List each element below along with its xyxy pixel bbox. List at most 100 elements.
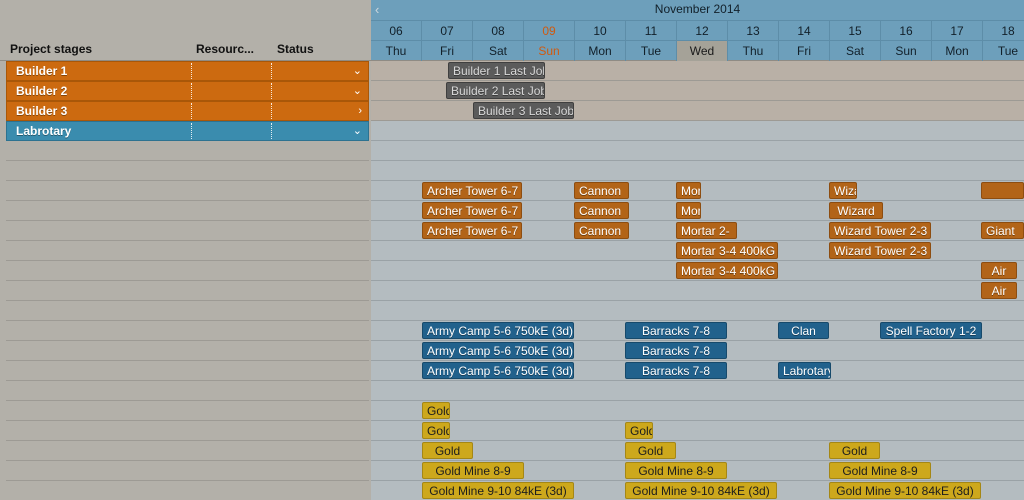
chevron-right-icon[interactable]: › xyxy=(358,105,362,117)
timeline-row[interactable] xyxy=(371,161,1024,181)
timeline-day-name[interactable]: Fri xyxy=(779,41,830,61)
stage-row-empty[interactable] xyxy=(6,321,369,341)
gantt-task-bar[interactable]: Gold xyxy=(625,442,676,459)
timeline-day-number[interactable]: 09 xyxy=(524,21,575,41)
chevron-down-icon[interactable]: ⌄ xyxy=(352,125,362,137)
gantt-task-bar[interactable]: Gold Mine 9-10 84kE (3d) xyxy=(625,482,777,499)
timeline-row[interactable] xyxy=(371,281,1024,301)
timeline-day-number[interactable]: 08 xyxy=(473,21,524,41)
stage-row-empty[interactable] xyxy=(6,361,369,381)
gantt-task-bar[interactable]: Labrotary xyxy=(778,362,831,379)
timeline-day-number[interactable]: 16 xyxy=(881,21,932,41)
gantt-task-bar[interactable]: Barracks 7-8 xyxy=(625,322,727,339)
gantt-task-bar[interactable]: Builder 3 Last Job xyxy=(473,102,574,119)
stage-row-empty[interactable] xyxy=(6,281,369,301)
column-header-status[interactable]: Status xyxy=(277,42,314,56)
stage-row-empty[interactable] xyxy=(6,141,369,161)
timeline-day-number[interactable]: 12 xyxy=(677,21,728,41)
gantt-task-bar[interactable]: Builder 1 Last Job xyxy=(448,62,545,79)
timeline-day-number[interactable]: 17 xyxy=(932,21,983,41)
stage-row-empty[interactable] xyxy=(6,461,369,481)
timeline-day-name[interactable]: Fri xyxy=(422,41,473,61)
timeline-day-name[interactable]: Tue xyxy=(626,41,677,61)
gantt-task-bar[interactable]: Wizard Tower 2-3 xyxy=(829,222,931,239)
timeline-day-name[interactable]: Wed xyxy=(677,41,728,61)
timeline-day-number[interactable]: 18 xyxy=(983,21,1024,41)
stage-row-empty[interactable] xyxy=(6,401,369,421)
timeline-day-number[interactable]: 10 xyxy=(575,21,626,41)
stage-row-empty[interactable] xyxy=(6,381,369,401)
gantt-task-bar[interactable]: Giant xyxy=(981,222,1024,239)
timeline-row[interactable] xyxy=(371,401,1024,421)
stage-row-empty[interactable] xyxy=(6,301,369,321)
stage-row-empty[interactable] xyxy=(6,421,369,441)
timeline-day-name[interactable]: Sat xyxy=(830,41,881,61)
gantt-task-bar[interactable]: Cannon xyxy=(574,222,629,239)
stage-row[interactable]: Builder 1 ⌄ xyxy=(6,61,369,81)
gantt-task-bar[interactable]: Mortar 2- xyxy=(676,222,737,239)
column-header-resource[interactable]: Resourc... xyxy=(196,42,255,56)
timeline-day-name[interactable]: Sat xyxy=(473,41,524,61)
gantt-task-bar[interactable]: Gold xyxy=(829,442,880,459)
gantt-task-bar[interactable]: Archer Tower 6-7 xyxy=(422,222,522,239)
gantt-task-bar[interactable]: Archer Tower 6-7 xyxy=(422,182,522,199)
gantt-task-bar[interactable]: Army Camp 5-6 750kE (3d) xyxy=(422,362,574,379)
timeline-day-name[interactable]: Mon xyxy=(575,41,626,61)
gantt-task-bar[interactable]: Gold xyxy=(422,442,473,459)
stage-row-empty[interactable] xyxy=(6,181,369,201)
timeline-day-number[interactable]: 13 xyxy=(728,21,779,41)
gantt-task-bar[interactable]: Mortar 3-4 400kG xyxy=(676,242,778,259)
gantt-task-bar[interactable] xyxy=(981,182,1024,199)
gantt-task-bar[interactable]: Gold Mine 9-10 84kE (3d) xyxy=(829,482,981,499)
stage-row-empty[interactable] xyxy=(6,241,369,261)
prev-period-icon[interactable]: ‹ xyxy=(375,2,380,17)
timeline-day-name[interactable]: Thu xyxy=(371,41,422,61)
gantt-task-bar[interactable]: Barracks 7-8 xyxy=(625,362,727,379)
gantt-task-bar[interactable]: Archer Tower 6-7 xyxy=(422,202,522,219)
gantt-task-bar[interactable]: Builder 2 Last Job xyxy=(446,82,545,99)
stage-row[interactable]: Labrotary ⌄ xyxy=(6,121,369,141)
gantt-task-bar[interactable]: Cannon xyxy=(574,182,629,199)
timeline-row[interactable] xyxy=(371,141,1024,161)
gantt-task-bar[interactable]: Wizard xyxy=(829,182,857,199)
stage-row-empty[interactable] xyxy=(6,441,369,461)
gantt-task-bar[interactable]: Clan xyxy=(778,322,829,339)
stage-row-empty[interactable] xyxy=(6,481,369,500)
gantt-task-bar[interactable]: Gold xyxy=(422,422,450,439)
gantt-task-bar[interactable]: Gold xyxy=(625,422,653,439)
gantt-task-bar[interactable]: Gold xyxy=(422,402,450,419)
gantt-task-bar[interactable]: Barracks 7-8 xyxy=(625,342,727,359)
gantt-task-bar[interactable]: Spell Factory 1-2 xyxy=(880,322,982,339)
gantt-task-bar[interactable]: Army Camp 5-6 750kE (3d) xyxy=(422,342,574,359)
chevron-down-icon[interactable]: ⌄ xyxy=(352,85,362,97)
stage-row-empty[interactable] xyxy=(6,341,369,361)
stage-row-empty[interactable] xyxy=(6,201,369,221)
gantt-task-bar[interactable]: Cannon xyxy=(574,202,629,219)
column-header-project-stages[interactable]: Project stages xyxy=(10,42,93,56)
gantt-task-bar[interactable]: Wizard Tower 2-3 xyxy=(829,242,931,259)
timeline-row[interactable] xyxy=(371,101,1024,121)
stage-row[interactable]: Builder 3 › xyxy=(6,101,369,121)
gantt-task-bar[interactable]: Gold Mine 8-9 xyxy=(422,462,524,479)
timeline-row[interactable] xyxy=(371,381,1024,401)
timeline-day-number[interactable]: 14 xyxy=(779,21,830,41)
stage-row-empty[interactable] xyxy=(6,161,369,181)
timeline-day-number[interactable]: 15 xyxy=(830,21,881,41)
timeline-day-number[interactable]: 11 xyxy=(626,21,677,41)
timeline-day-number[interactable]: 06 xyxy=(371,21,422,41)
timeline-row[interactable] xyxy=(371,301,1024,321)
timeline-day-number[interactable]: 07 xyxy=(422,21,473,41)
gantt-task-bar[interactable]: Army Camp 5-6 750kE (3d) xyxy=(422,322,574,339)
gantt-task-bar[interactable]: Gold Mine 8-9 xyxy=(625,462,727,479)
gantt-task-bar[interactable]: Mortar xyxy=(676,202,701,219)
timeline-day-name[interactable]: Mon xyxy=(932,41,983,61)
stage-row[interactable]: Builder 2 ⌄ xyxy=(6,81,369,101)
stage-row-empty[interactable] xyxy=(6,221,369,241)
chevron-down-icon[interactable]: ⌄ xyxy=(352,65,362,77)
gantt-task-bar[interactable]: Gold Mine 9-10 84kE (3d) xyxy=(422,482,574,499)
stage-row-empty[interactable] xyxy=(6,261,369,281)
timeline-row[interactable] xyxy=(371,421,1024,441)
timeline-day-name[interactable]: Tue xyxy=(983,41,1024,61)
gantt-task-bar[interactable]: Air xyxy=(981,262,1017,279)
timeline-row[interactable] xyxy=(371,121,1024,141)
